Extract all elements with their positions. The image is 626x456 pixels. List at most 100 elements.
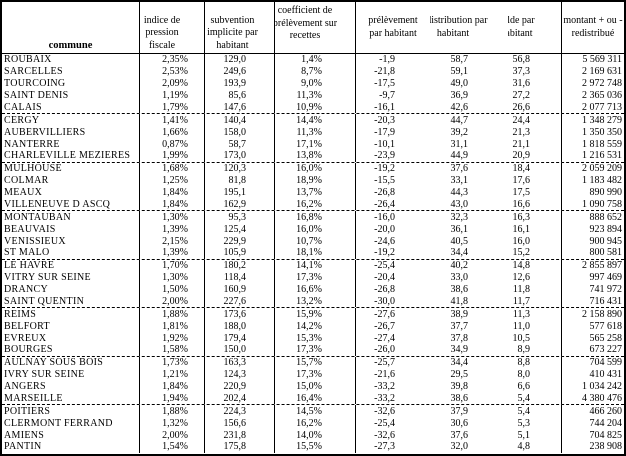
cell-montant: 997 469 (589, 272, 623, 284)
cell-solde: 11,7 (508, 295, 562, 308)
cell-commune: SARCELLES (2, 65, 140, 78)
cell-montant: 704 825 (589, 429, 623, 441)
cell-coefficient: 15,7% (275, 356, 356, 369)
cell-redistribution: 30,6 (450, 417, 469, 429)
cell-solde: 37,3 (508, 65, 562, 78)
table-row: CERGY 1,41% 140,4 14,4% -20,3 44,7 24,4 … (2, 114, 624, 127)
cell-solde: 11,8 (508, 283, 562, 296)
cell-subvention: 220,9 (205, 380, 275, 393)
table-row: MEAUX 1,84% 195,1 13,7% -26,8 44,3 17,5 … (2, 186, 624, 199)
cell-solde: 21,3 (508, 126, 562, 139)
cell-solde: 20,9 (508, 150, 562, 162)
cell-montant: 2 972 748 (582, 78, 622, 90)
cell-montant: 890 990 (589, 187, 623, 199)
cell-subvention: 156,6 (205, 417, 275, 430)
table-row: NANTERRE 0,87% 58,7 17,1% -10,1 31,1 21,… (2, 138, 624, 150)
cell-redistribution: 40,5 (450, 235, 469, 247)
col-header-redistribution-par-habitant: redistribution par habitant (430, 2, 508, 53)
cell-indice: 1,39% (140, 247, 205, 259)
col-header-indice-label: indice de pression fiscale (143, 14, 181, 51)
cell-commune: MEAUX (2, 186, 140, 199)
cell-subvention: 124,3 (205, 368, 275, 381)
col-header-commune-label: commune (48, 39, 93, 51)
cell-coefficient: 16,2% (275, 198, 356, 211)
cell-montant: 577 618 (589, 320, 623, 332)
cell-prelevement: -26,4 (374, 198, 395, 210)
col-header-solde-par-habitant: solde par habitant (508, 2, 562, 53)
cell-coefficient: 1,4% (275, 54, 356, 66)
cell-coefficient: 14,5% (275, 405, 356, 418)
cell-montant: 4 380 476 (582, 392, 622, 404)
cell-redistribution: 34,4 (450, 247, 469, 259)
cell-solde: 8,8 (508, 356, 562, 369)
cell-redistribution: 44,7 (450, 114, 469, 126)
cell-coefficient: 8,7% (275, 65, 356, 78)
cell-subvention: 147,6 (205, 101, 275, 114)
cell-indice: 2,00% (140, 295, 205, 308)
cell-redistribution: 38,9 (450, 308, 469, 320)
cell-coefficient: 15,3% (275, 332, 356, 344)
cell-redistribution: 36,9 (450, 90, 469, 102)
col-header-coefficient-prelevement: coefficient de prélèvement sur recettes (275, 2, 356, 53)
cell-subvention: 160,9 (205, 283, 275, 296)
cell-coefficient: 14,0% (275, 429, 356, 441)
cell-redistribution: 59,1 (450, 66, 469, 78)
cell-montant: 2 169 631 (582, 66, 622, 78)
cell-coefficient: 16,8% (275, 211, 356, 224)
table-row: PANTIN 1,54% 175,8 15,5% -27,3 32,0 4,8 … (2, 441, 624, 453)
cell-indice: 0,87% (140, 138, 205, 150)
cell-redistribution: 43,0 (450, 198, 469, 210)
cell-solde: 6,6 (508, 380, 562, 393)
col-header-subvention-implicite: subvention implicite par habitant (205, 2, 275, 53)
cell-coefficient: 15,0% (275, 380, 356, 393)
cell-prelevement: -9,7 (379, 90, 395, 102)
cell-coefficient: 13,2% (275, 295, 356, 308)
cell-solde: 16,6 (508, 198, 562, 211)
cell-subvention: 202,4 (205, 392, 275, 405)
cell-prelevement: -25,7 (374, 357, 395, 369)
cell-redistribution: 44,9 (450, 150, 469, 162)
cell-commune: EVREUX (2, 332, 140, 344)
cell-indice: 1,32% (140, 417, 205, 430)
cell-subvention: 162,9 (205, 198, 275, 211)
cell-redistribution: 38,6 (450, 392, 469, 404)
cell-commune: VILLENEUVE D ASCQ (2, 198, 140, 211)
cell-commune: VENISSIEUX (2, 235, 140, 247)
cell-solde: 5,3 (508, 417, 562, 430)
table-header-row: commune indice de pression fiscale subve… (2, 2, 624, 54)
cell-indice: 1,94% (140, 392, 205, 405)
cell-indice: 1,88% (140, 308, 205, 321)
cell-subvention: 175,8 (205, 441, 275, 453)
table-row: MULHOUSE 1,68% 120,3 16,0% -19,2 37,6 18… (2, 162, 624, 175)
cell-commune: NANTERRE (2, 138, 140, 150)
cell-commune: CALAIS (2, 101, 140, 114)
cell-subvention: 231,8 (205, 429, 275, 441)
cell-commune: MULHOUSE (2, 162, 140, 175)
cell-redistribution: 38,6 (450, 284, 469, 296)
table-row: ANGERS 1,84% 220,9 15,0% -33,2 39,8 6,6 … (2, 380, 624, 393)
cell-montant: 565 258 (589, 332, 623, 344)
cell-montant: 466 260 (589, 405, 623, 417)
cell-commune: MONTAUBAN (2, 211, 140, 224)
table-row: ST MALO 1,39% 105,9 18,1% -19,2 34,4 15,… (2, 247, 624, 260)
cell-subvention: 129,0 (205, 54, 275, 66)
cell-indice: 1,19% (140, 89, 205, 102)
cell-indice: 2,53% (140, 65, 205, 78)
cell-coefficient: 14,2% (275, 320, 356, 333)
cell-subvention: 158,0 (205, 126, 275, 139)
table-row: IVRY SUR SEINE 1,21% 124,3 17,3% -21,6 2… (2, 368, 624, 381)
table-row: SARCELLES 2,53% 249,6 8,7% -21,8 59,1 37… (2, 65, 624, 78)
col-header-commune: commune (2, 2, 140, 53)
table-body: ROUBAIX 2,35% 129,0 1,4% -1,9 58,7 56,8 … (2, 54, 624, 453)
table-row: TOURCOING 2,09% 193,9 9,0% -17,5 49,0 31… (2, 77, 624, 90)
cell-commune: SAINT DENIS (2, 89, 140, 102)
cell-prelevement: -20,0 (374, 223, 395, 235)
cell-indice: 1,66% (140, 126, 205, 139)
cell-commune: CHARLEVILLE MEZIERES (2, 150, 140, 162)
cell-redistribution: 33,1 (450, 175, 469, 187)
cell-indice: 1,73% (140, 356, 205, 369)
cell-redistribution: 29,5 (450, 369, 469, 381)
cell-redistribution: 34,4 (450, 357, 469, 369)
cell-coefficient: 14,1% (275, 259, 356, 272)
